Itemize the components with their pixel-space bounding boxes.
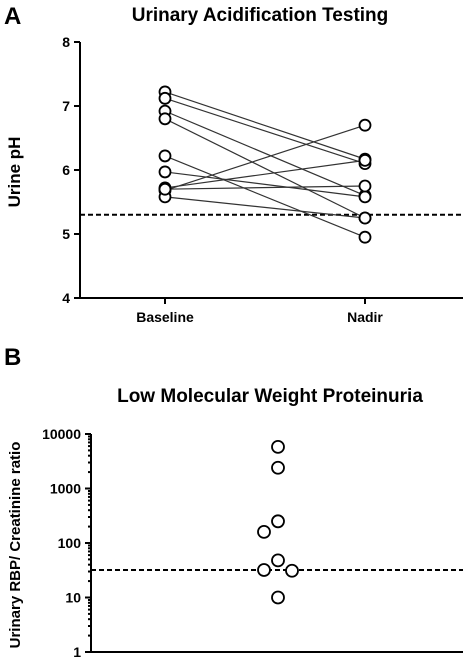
- panel-a-x-tick-label: Baseline: [136, 309, 194, 325]
- panel-b-y-tick-label: 10: [65, 590, 81, 606]
- panel-a-y-axis-label: Urine pH: [5, 137, 24, 208]
- panel-a-title: Urinary Acidification Testing: [132, 5, 389, 26]
- panel-b-data-point: [271, 460, 285, 475]
- panel-a-baseline-point: [158, 91, 172, 105]
- panel-a-pair-line: [164, 124, 366, 192]
- panel-b-data-point: [271, 590, 285, 605]
- panel-b-y-tick-label: 1: [73, 644, 81, 660]
- panel-a-nadir-point: [358, 211, 372, 225]
- panel-a-x-tick-label: Nadir: [347, 309, 383, 325]
- panel-b-data-point: [271, 553, 285, 568]
- panel-b-data-point: [257, 524, 271, 539]
- panel-a-pair-line: [164, 159, 366, 189]
- panel-a-baseline-point: [158, 112, 172, 126]
- panel-b-title: Low Molecular Weight Proteinuria: [117, 386, 423, 407]
- panel-a-y-tick-label: 7: [62, 98, 70, 114]
- panel-a-pair-line: [164, 155, 366, 238]
- panel-a-y-tick-label: 5: [62, 226, 70, 242]
- panel-a-pair-line: [164, 171, 366, 198]
- panel-b-y-tick-label: 10000: [42, 426, 81, 442]
- panel-a-pair-line: [164, 110, 366, 197]
- panel-b-data-point: [271, 439, 285, 454]
- panel-b-y-tick-label: 100: [58, 535, 82, 551]
- panel-a-nadir-point: [358, 190, 372, 204]
- panel-a-pair-line: [164, 97, 366, 165]
- panel-a-letter: A: [4, 3, 21, 30]
- panel-a-nadir-point: [358, 153, 372, 167]
- panel-a-baseline-point: [158, 165, 172, 179]
- panel-b-data-point: [271, 514, 285, 529]
- panel-a-baseline-point: [158, 149, 172, 163]
- panel-a-pair-line: [164, 118, 366, 219]
- panel-a-baseline-point: [158, 182, 172, 196]
- panel-a-nadir-point: [358, 230, 372, 244]
- panel-a-plot: 4 5 6 7 8 Baseline Nadir: [62, 34, 463, 325]
- panel-a-y-tick-label: 6: [62, 162, 70, 178]
- panel-b-y-tick-label: 1000: [50, 481, 81, 497]
- panel-b-y-axis-label: Urinary RBP/ Creatinine ratio: [7, 442, 24, 649]
- panel-b-letter: B: [4, 344, 21, 371]
- panel-b-data-point: [285, 563, 299, 578]
- panel-b-data-point: [257, 563, 271, 577]
- panel-b-plot: 1 10 100 1000 10000: [42, 426, 463, 660]
- panel-a-pair-line: [164, 196, 366, 219]
- panel-a-pair-line: [164, 185, 366, 190]
- panel-a-pair-line: [164, 91, 366, 160]
- panel-a-y-tick-label: 8: [62, 34, 70, 50]
- panel-a-nadir-point: [358, 118, 372, 132]
- panel-a-y-tick-label: 4: [62, 290, 70, 306]
- panel-a-nadir-point: [358, 179, 372, 193]
